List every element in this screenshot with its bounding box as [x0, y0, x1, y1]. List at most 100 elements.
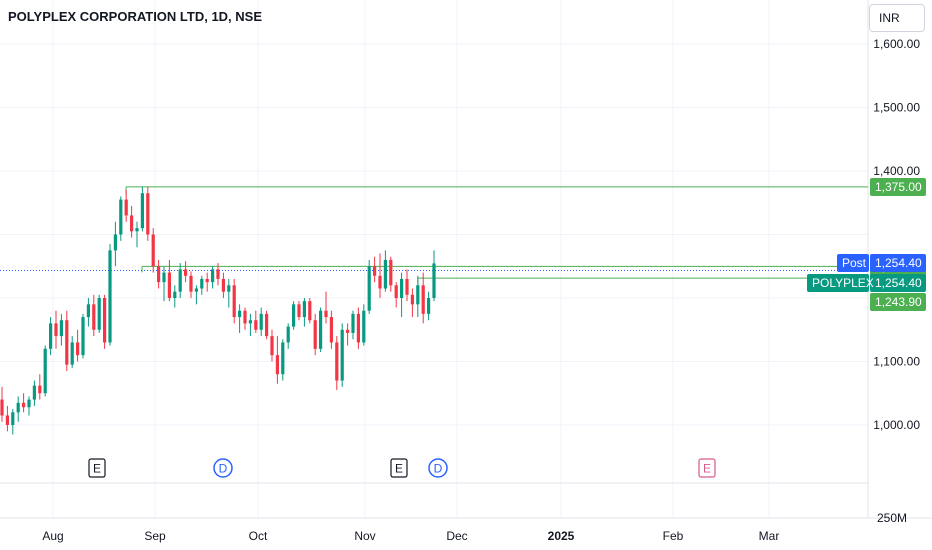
candle-body [124, 199, 128, 216]
candle-body [119, 199, 123, 235]
candle-body [103, 298, 107, 343]
y-tick-label: 1,000.00 [873, 418, 920, 432]
y-tick-label: 1,100.00 [873, 355, 920, 369]
post-label-tag: Post [837, 254, 869, 273]
currency-selector[interactable]: INR [869, 4, 925, 32]
dividend-circle [428, 458, 448, 478]
candle-body [86, 304, 90, 318]
candle-body [32, 385, 36, 400]
candle-body [248, 320, 252, 324]
candle-body [378, 275, 382, 289]
candle-body [367, 266, 371, 311]
x-tick-label: Dec [446, 529, 467, 543]
candle-body [189, 275, 193, 292]
candle-body [302, 301, 306, 318]
candle-body [227, 285, 231, 292]
candle-body [254, 320, 258, 330]
candle-body [259, 313, 263, 330]
candle-body [92, 304, 96, 330]
x-tick-label: Nov [354, 529, 375, 543]
dividend-marker[interactable]: D [213, 458, 233, 478]
candle-body [54, 323, 58, 337]
candle-body [356, 313, 360, 343]
candle-body [70, 342, 74, 365]
candle-body [346, 329, 350, 333]
candle-body [184, 269, 188, 276]
candle-body [216, 269, 220, 279]
candle-body [221, 278, 225, 292]
candle-body [27, 399, 31, 408]
candle-body [313, 320, 317, 349]
grid-lines [0, 0, 932, 519]
volume-scale-label: 250M [877, 511, 907, 525]
event-letter: D [219, 462, 228, 476]
candle-body [319, 310, 323, 349]
candle-body [351, 313, 355, 333]
earnings-marker[interactable]: E [88, 458, 106, 478]
candle-body [76, 342, 80, 356]
earnings-marker[interactable]: E [390, 458, 408, 478]
candle-body [151, 234, 155, 267]
level-tag-1243: 1,243.90 [870, 293, 926, 312]
y-tick-label: 1,500.00 [873, 101, 920, 115]
x-tick-label: Feb [663, 529, 684, 543]
candle-body [373, 266, 377, 276]
candle-body [270, 336, 274, 356]
candle-body [400, 278, 404, 298]
y-tick-label: 1,600.00 [873, 37, 920, 51]
candle-body [81, 317, 85, 356]
earnings-marker[interactable]: E [698, 458, 716, 478]
candle-body [232, 285, 236, 318]
candle-body [281, 342, 285, 375]
earnings-box [698, 458, 716, 478]
candle-body [238, 310, 242, 318]
candle-body [167, 272, 171, 298]
y-tick-label: 1,400.00 [873, 164, 920, 178]
candle-body [432, 263, 436, 298]
earnings-box [390, 458, 408, 478]
candle-body [135, 228, 139, 232]
candle-body [0, 399, 4, 416]
candle-body [65, 320, 69, 365]
candle-body [194, 288, 198, 292]
event-letter: E [395, 462, 403, 476]
symbol-price-tag: 1,254.40 [870, 274, 926, 293]
candle-body [38, 385, 42, 394]
candle-body [130, 215, 134, 232]
candle-body [410, 294, 414, 305]
candle-body [49, 323, 53, 349]
candle-body [362, 310, 366, 343]
candle-body [200, 278, 204, 289]
candle-body [108, 250, 112, 343]
earnings-box [88, 458, 106, 478]
candle-body [178, 269, 182, 292]
candle-body [421, 285, 425, 314]
candle-body [22, 402, 26, 408]
event-letter: D [434, 462, 443, 476]
dividend-circle [213, 458, 233, 478]
event-letter: E [93, 462, 101, 476]
candle-body [211, 269, 215, 283]
level-tag-1375: 1,375.00 [870, 177, 926, 196]
candle-body [416, 285, 420, 305]
candle-body [329, 317, 333, 343]
candle-body [140, 193, 144, 229]
post-price-tag: 1,254.40 [870, 254, 926, 273]
candle-body [113, 234, 117, 251]
candle-body [308, 301, 312, 321]
candle-body [383, 259, 387, 289]
candle-body [16, 402, 20, 413]
x-tick-label: Mar [759, 529, 780, 543]
symbol-label-tag: POLYPLEX [807, 274, 874, 293]
x-tick-label: 2025 [548, 529, 575, 543]
candle-body [335, 342, 339, 381]
candle-body [286, 326, 290, 343]
x-tick-label: Oct [249, 529, 268, 543]
candle-body [389, 259, 393, 286]
dividend-marker[interactable]: D [428, 458, 448, 478]
candle-body [59, 320, 63, 337]
chart-title: POLYPLEX CORPORATION LTD, 1D, NSE [8, 9, 263, 24]
candle-body [162, 272, 166, 283]
candle-body [11, 412, 15, 425]
